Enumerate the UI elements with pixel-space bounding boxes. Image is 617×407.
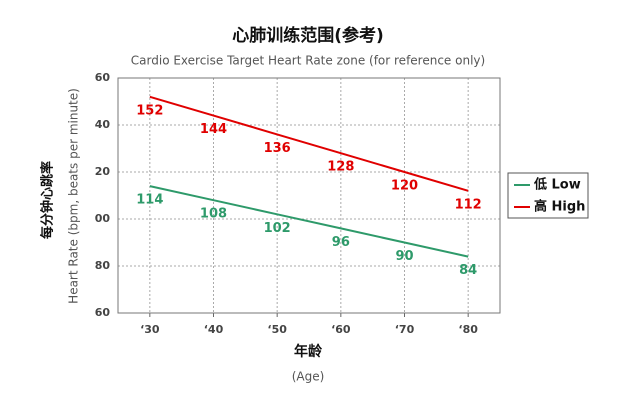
x-axis-title-cn: 年龄 <box>294 343 323 360</box>
x-tick-label: ‘60 <box>331 323 351 336</box>
data-label: 84 <box>459 263 477 278</box>
line-series <box>149 95 469 192</box>
y-axis-title-cn: 每分钟心跳率 <box>40 161 56 239</box>
x-tick-label: ‘80 <box>458 323 478 336</box>
legend-label: 高 High <box>534 199 585 215</box>
data-label: 144 <box>200 122 227 137</box>
y-tick-label: 00 <box>95 212 111 225</box>
y-tick-label: 20 <box>95 165 111 178</box>
legend-box <box>507 172 589 219</box>
data-label: 120 <box>391 179 418 194</box>
x-tick-label: ‘40 <box>204 323 224 336</box>
data-label: 90 <box>395 249 413 264</box>
data-label: 112 <box>455 197 482 212</box>
data-label: 152 <box>136 103 163 118</box>
data-label: 102 <box>264 221 291 236</box>
chart-title: 心肺训练范围(参考) <box>232 25 384 46</box>
x-tick-label: ‘50 <box>267 323 287 336</box>
x-axis-title: (Age) <box>292 370 325 384</box>
legend-label: 低 Low <box>533 177 581 193</box>
data-label: 108 <box>200 207 227 222</box>
data-label: 128 <box>327 160 354 175</box>
x-tick-label: ‘30 <box>140 323 160 336</box>
y-tick-label: 40 <box>95 118 111 131</box>
y-tick-label: 60 <box>95 71 111 84</box>
y-axis-title: Heart Rate (bpm, beats per minute) <box>67 88 81 304</box>
y-tick-label: 80 <box>95 259 111 272</box>
x-tick-label: ‘70 <box>395 323 415 336</box>
y-tick-label: 60 <box>95 306 111 319</box>
data-label: 114 <box>136 193 163 208</box>
data-label: 96 <box>332 235 350 250</box>
chart-subtitle: Cardio Exercise Target Heart Rate zone (… <box>131 54 485 68</box>
plot-frame <box>117 77 501 314</box>
data-label: 136 <box>264 141 291 156</box>
line-series <box>149 185 469 258</box>
